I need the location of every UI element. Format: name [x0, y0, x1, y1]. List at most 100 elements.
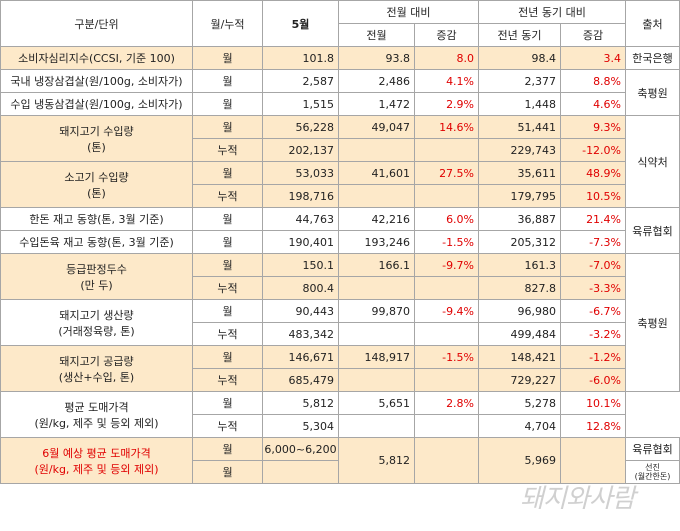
row-label-line2: (톤): [87, 140, 106, 154]
row-type: 월: [192, 345, 263, 369]
row-type: 월: [192, 299, 263, 323]
value-prev-year: 5,969: [478, 437, 562, 484]
value-prev-year: 205,312: [478, 230, 562, 254]
value-change-yoy: -7.3%: [560, 230, 627, 254]
value-prev-year: 96,980: [478, 299, 562, 323]
value-prev-month: 193,246: [338, 230, 415, 254]
header-prev-month: 전월: [338, 23, 415, 47]
row-type: 누적: [192, 368, 263, 392]
value-prev-year: 51,441: [478, 115, 562, 139]
row-label-line2: (원/kg, 제주 및 등외 제외): [34, 462, 159, 476]
row-label: 한돈 재고 동향(톤, 3월 기준): [0, 207, 193, 231]
row-label: 수입 냉동삼겹살(원/100g, 소비자가): [0, 92, 193, 116]
table-row: 한돈 재고 동향(톤, 3월 기준) 월 44,763 42,216 6.0% …: [0, 207, 680, 254]
value-change-mom: [413, 322, 480, 346]
row-label-line2: (톤): [87, 186, 106, 200]
table-row: 돼지고기 생산량 (거래정육량, 톤) 월 90,443 99,870 -9.4…: [0, 299, 680, 346]
table-row: 소비자심리지수(CCSI, 기준 100) 월 101.8 93.8 8.0 9…: [0, 46, 680, 70]
row-type: 월: [192, 115, 263, 139]
value-change-mom: [413, 184, 480, 208]
value-may: 5,812: [262, 391, 339, 415]
source-line1: 선진: [645, 463, 660, 472]
header-category: 구분/단위: [0, 0, 193, 47]
row-type: 월: [192, 437, 263, 461]
value-change-yoy: 48.9%: [560, 161, 627, 185]
source-cell: 식약처: [625, 115, 680, 208]
header-monthly-cum: 월/누적: [192, 0, 263, 47]
value-prev-year: 499,484: [478, 322, 562, 346]
row-type: 월: [192, 69, 263, 93]
row-type: 월: [192, 230, 263, 254]
header-change-yoy: 증감: [560, 23, 627, 47]
table-row: 누적 202,137 229,743 -12.0%: [1, 138, 680, 162]
value-prev-year: 179,795: [478, 184, 562, 208]
row-type: 월: [192, 46, 263, 70]
value-change-mom: 6.0%: [413, 207, 480, 231]
value-change-yoy: -1.2%: [560, 345, 627, 369]
value-may: 202,137: [262, 138, 339, 162]
value-prev-year: 5,278: [478, 391, 562, 415]
row-type: 월: [192, 460, 263, 484]
value-prev-year: 4,704: [478, 414, 562, 438]
row-label: 소고기 수입량 (톤): [0, 161, 193, 208]
row-type: 월: [192, 391, 263, 415]
value-prev-month: 49,047: [338, 115, 415, 139]
row-type: 누적: [192, 414, 263, 438]
value-change-mom: 2.9%: [413, 92, 480, 116]
value-prev-month: 1,472: [338, 92, 415, 116]
row-type: 누적: [192, 322, 263, 346]
value-prev-month: 42,216: [338, 207, 415, 231]
row-label: 6월 예상 평균 도매가격 (원/kg, 제주 및 등외 제외): [0, 437, 193, 484]
value-may: 56,228: [262, 115, 339, 139]
source-cell: 한국은행: [625, 46, 680, 70]
value-change-mom: [413, 414, 480, 438]
value-may: 146,671: [262, 345, 339, 369]
value-prev-year: 229,743: [478, 138, 562, 162]
row-label-line1: 평균 도매가격: [64, 400, 129, 414]
source-cell: 육류협회: [625, 207, 680, 254]
value-change-yoy: 9.3%: [560, 115, 627, 139]
row-type: 월: [192, 207, 263, 231]
table-row: 수입돈육 재고 동향(톤, 3월 기준) 월 190,401 193,246 -…: [0, 230, 680, 254]
value-change-yoy: -6.0%: [560, 368, 627, 392]
value-change-mom: 27.5%: [413, 161, 480, 185]
value-change-mom: -1.5%: [413, 345, 480, 369]
value-change-mom: 2.8%: [413, 391, 480, 415]
row-label: 수입돈육 재고 동향(톤, 3월 기준): [0, 230, 193, 254]
header-mom: 전월 대비: [337, 0, 480, 24]
value-change-mom: [413, 368, 480, 392]
row-label-line1: 돼지고기 생산량: [59, 308, 134, 322]
value-may: 150.1: [262, 253, 339, 277]
row-label-line2: (거래정육량, 톤): [58, 324, 135, 338]
row-label-line1: 등급판정두수: [66, 262, 127, 276]
row-label-line1: 돼지고기 수입량: [59, 124, 134, 138]
value-may: 44,763: [262, 207, 339, 231]
header-source: 출처: [625, 0, 680, 47]
table-row: 평균 도매가격 (원/kg, 제주 및 등외 제외) 월 5,812 5,651…: [0, 391, 680, 438]
header-yoy: 전년 동기 대비: [478, 0, 627, 24]
value-change-yoy: -12.0%: [560, 138, 627, 162]
row-label: 평균 도매가격 (원/kg, 제주 및 등외 제외): [0, 391, 193, 438]
value-prev-year: 98.4: [478, 46, 562, 70]
table-row: 수입 냉동삼겹살(원/100g, 소비자가) 월 1,515 1,472 2.9…: [0, 92, 680, 116]
table-row: 누적 198,716 179,795 10.5%: [1, 184, 680, 208]
value-may: 5,304: [262, 414, 339, 438]
value-may: 800.4: [262, 276, 339, 300]
value-change-mom: 4.1%: [413, 69, 480, 93]
row-label-line2: (생산+수입, 톤): [58, 370, 135, 384]
value-may: 2,587: [262, 69, 339, 93]
value-change-yoy: 3.4: [560, 46, 627, 70]
value-prev-month: 2,486: [338, 69, 415, 93]
row-label-line2: (만 두): [80, 278, 113, 292]
table-row: 국내 냉장삼겹살(원/100g, 소비자가) 월 2,587 2,486 4.1…: [0, 69, 680, 116]
value-prev-year: 2,377: [478, 69, 562, 93]
value-prev-year: 729,227: [478, 368, 562, 392]
row-label-line1: 6월 예상 평균 도매가격: [42, 446, 151, 460]
row-label: 등급판정두수 (만 두): [0, 253, 193, 300]
value-prev-month: 166.1: [338, 253, 415, 277]
row-type: 누적: [192, 276, 263, 300]
value-may: 6,000~6,200: [262, 437, 339, 461]
value-prev-month: 5,812: [338, 437, 415, 484]
value-prev-year: 148,421: [478, 345, 562, 369]
value-prev-month: 148,917: [338, 345, 415, 369]
